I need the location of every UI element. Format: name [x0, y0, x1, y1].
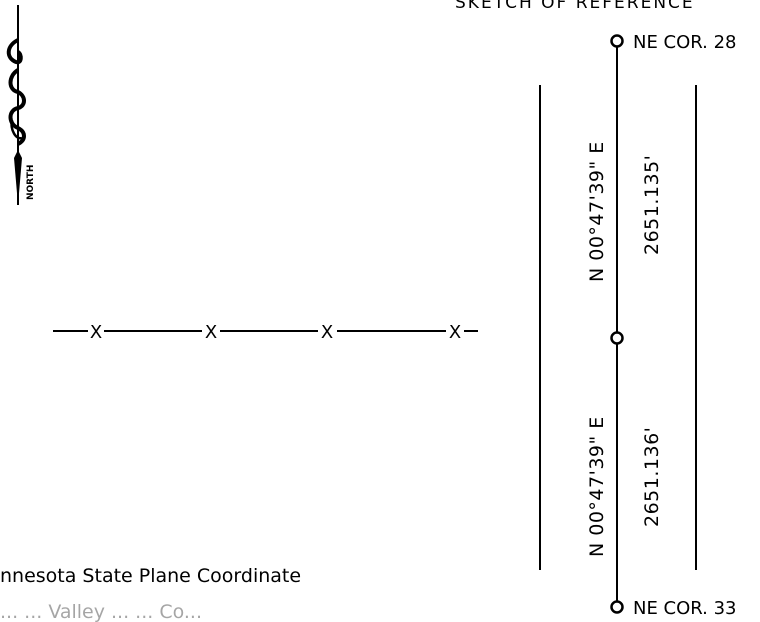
sketch-title: SKETCH OF REFERENCE	[455, 0, 695, 13]
monument-bottom-icon	[610, 600, 624, 614]
fence-marker: X	[321, 322, 333, 343]
distance-upper: 2651.135'	[641, 155, 663, 255]
note-line-2: ... ... Valley ... ... Co...	[0, 601, 202, 622]
monument-top-icon	[610, 34, 624, 48]
bearing-lower: N 00°47'39" E	[586, 416, 608, 557]
fence-line: X X X X	[53, 322, 478, 343]
corner-label-top: NE COR. 28	[633, 32, 737, 53]
fence-marker: X	[90, 322, 102, 343]
note-line-1: nnesota State Plane Coordinate	[0, 565, 301, 587]
fence-marker: X	[449, 322, 461, 343]
north-label: NORTH	[26, 165, 36, 200]
distance-lower: 2651.136'	[641, 427, 663, 527]
bearing-upper: N 00°47'39" E	[586, 141, 608, 282]
north-arrow-icon: NORTH	[6, 5, 36, 205]
corner-label-bottom: NE COR. 33	[633, 598, 737, 619]
fence-marker: X	[205, 322, 217, 343]
monument-middle-icon	[610, 331, 624, 345]
